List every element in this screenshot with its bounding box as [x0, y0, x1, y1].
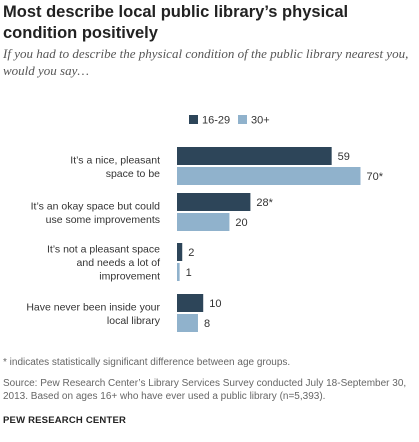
bar-16-29 — [177, 193, 251, 211]
category-label: space to be — [106, 168, 160, 180]
category-label: It’s an okay space but could — [31, 200, 161, 212]
bar-16-29 — [177, 243, 183, 261]
bar-16-29 — [177, 294, 204, 312]
legend-swatch-30+ — [238, 115, 247, 124]
data-label: 10 — [209, 298, 221, 310]
data-label: 2 — [188, 247, 194, 259]
data-label: 59 — [338, 151, 350, 163]
bar-30+ — [177, 213, 230, 231]
category-label: Have never been inside your — [26, 301, 160, 313]
bar-30+ — [177, 263, 180, 281]
legend-label-16-29: 16-29 — [202, 115, 230, 127]
significance-note: * indicates statistically significant di… — [3, 357, 291, 368]
data-label: 8 — [204, 318, 210, 330]
category-label: use some improvements — [46, 214, 160, 226]
chart-subtitle: If you had to describe the physical cond… — [3, 46, 409, 78]
chart-title: Most describe local public library’s phy… — [3, 3, 349, 42]
bar-16-29 — [177, 147, 332, 165]
data-label: 70* — [367, 171, 384, 183]
category-label: It’s not a pleasant space — [47, 244, 160, 256]
category-label: It’s a nice, pleasant — [70, 154, 160, 166]
source-note: Source: Pew Research Center’s Library Se… — [3, 378, 407, 402]
legend-label-30+: 30+ — [251, 115, 270, 127]
bar-chart: 16-29 30+ It’s a nice, pleasant space to be… — [26, 115, 384, 332]
category-label: and needs a lot of — [77, 257, 161, 269]
data-label: 20 — [235, 217, 247, 229]
legend-swatch-16-29 — [189, 115, 198, 124]
category-label: improvement — [99, 271, 160, 283]
brand-label: PEW RESEARCH CENTER — [3, 415, 127, 426]
data-label: 1 — [186, 267, 192, 279]
data-label: 28* — [256, 197, 273, 209]
category-label: local library — [107, 315, 161, 327]
bar-30+ — [177, 167, 361, 185]
bar-30+ — [177, 314, 198, 332]
